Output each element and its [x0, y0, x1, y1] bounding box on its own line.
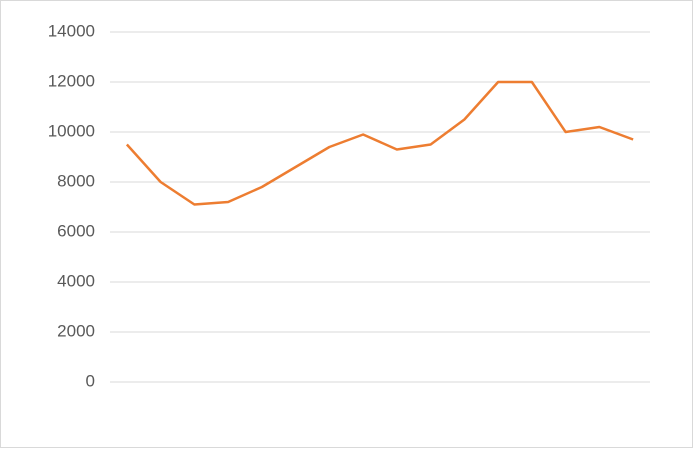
y-tick-label: 12000 — [48, 71, 95, 90]
y-tick-label: 2000 — [57, 321, 95, 340]
y-tick-label: 8000 — [57, 171, 95, 190]
y-tick-label: 6000 — [57, 221, 95, 240]
y-tick-label: 0 — [86, 371, 95, 390]
data-line — [125, 80, 634, 206]
y-tick-label: 10000 — [48, 121, 95, 140]
y-tick-label: 4000 — [57, 271, 95, 290]
y-tick-label: 14000 — [48, 21, 95, 40]
